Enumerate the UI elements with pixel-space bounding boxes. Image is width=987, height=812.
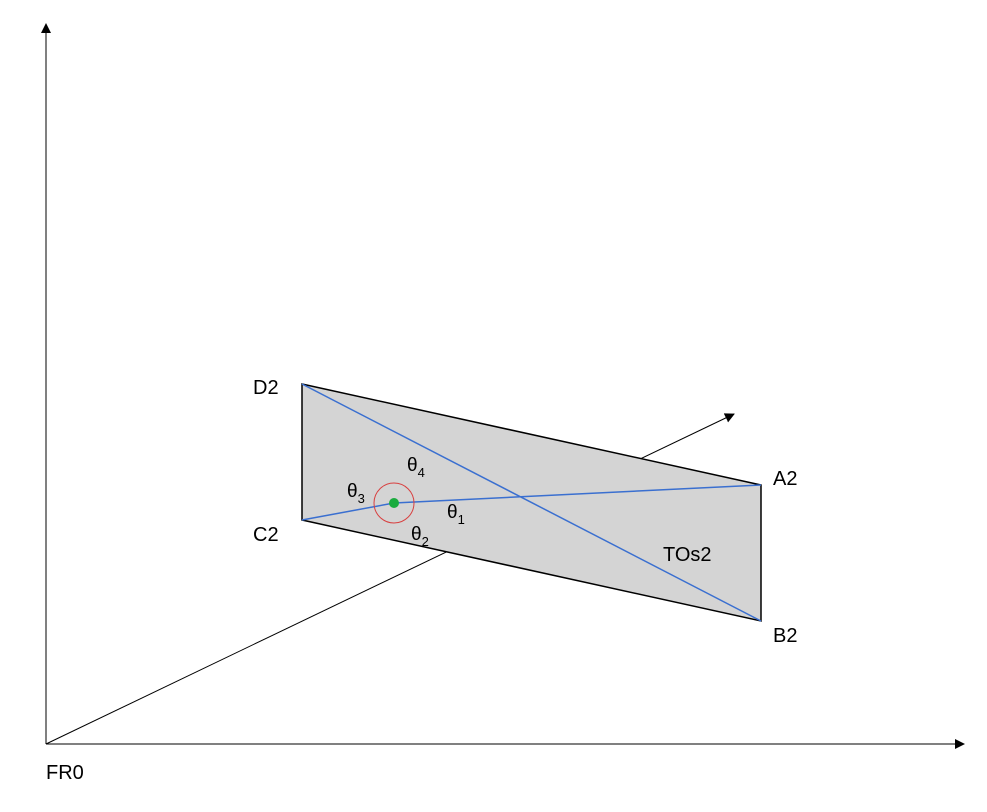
vertex-label-b2: B2 — [773, 625, 797, 647]
vertex-label-c2: C2 — [253, 524, 279, 546]
origin-label: FR0 — [46, 762, 84, 784]
angle-label-theta3: θ3 — [347, 481, 365, 506]
segment-center-a2 — [393, 484, 762, 504]
diagonal-d2-b2 — [301, 383, 762, 622]
vertex-label-d2: D2 — [253, 377, 279, 399]
angle-label-theta1: θ1 — [447, 502, 465, 527]
segment-c2-center — [301, 502, 395, 521]
angle-label-theta2: θ2 — [411, 524, 429, 549]
angle-circle — [373, 482, 415, 524]
plane-label: TOs2 — [663, 544, 712, 566]
vertex-label-a2: A2 — [773, 468, 797, 490]
angle-label-theta4: θ4 — [407, 455, 425, 480]
center-point — [389, 498, 399, 508]
